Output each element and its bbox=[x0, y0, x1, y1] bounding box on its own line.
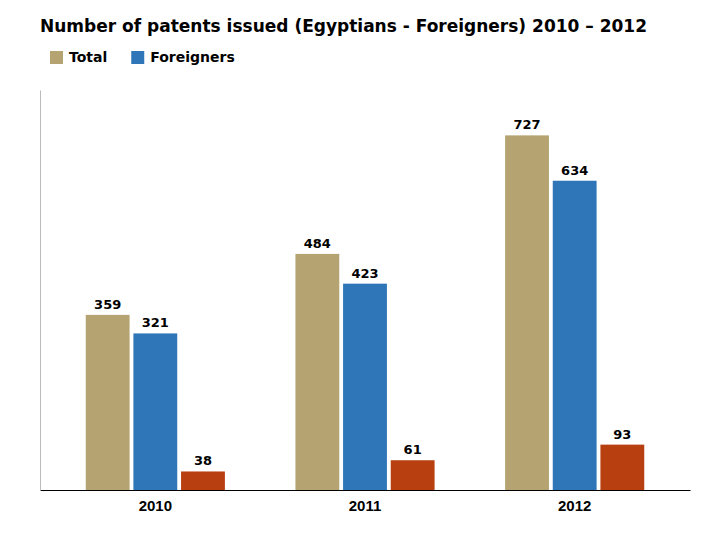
plot: 359 484 727 321 423 634 38 61 93 2010 2011 2012 Tota… bbox=[41, 49, 691, 514]
data-label: 61 bbox=[404, 442, 422, 457]
series bbox=[86, 135, 549, 490]
x-tick-label: 2010 bbox=[139, 497, 172, 514]
data-label: 93 bbox=[613, 427, 631, 442]
legend-item: Total bbox=[50, 49, 107, 65]
data-label: 321 bbox=[142, 315, 169, 330]
legend-label: Total bbox=[69, 49, 107, 65]
bar bbox=[391, 460, 435, 490]
data-label: 484 bbox=[304, 236, 331, 251]
data-label: 634 bbox=[561, 163, 588, 178]
data-label: 38 bbox=[194, 453, 212, 468]
legend-swatch bbox=[50, 51, 63, 64]
x-axis-line bbox=[41, 490, 691, 491]
x-axis: 2010 2011 2012 bbox=[41, 490, 691, 514]
bars bbox=[86, 135, 645, 490]
bar bbox=[553, 181, 597, 490]
title: Number of patents issued (Egyptians - Fo… bbox=[40, 16, 647, 36]
series bbox=[133, 181, 596, 490]
x-tick: 2012 bbox=[558, 490, 591, 514]
bar bbox=[295, 254, 339, 490]
data-label: 423 bbox=[351, 266, 378, 281]
bar bbox=[505, 135, 549, 490]
legend-item: Foreigners bbox=[131, 49, 235, 65]
bar bbox=[600, 445, 644, 490]
bar bbox=[133, 333, 177, 490]
x-tick: 2010 bbox=[139, 490, 172, 514]
bar bbox=[86, 315, 130, 490]
bar bbox=[181, 471, 225, 490]
x-tick: 2011 bbox=[349, 490, 382, 514]
chart: Number of patents issued (Egyptians - Fo… bbox=[0, 0, 720, 540]
y-axis-line bbox=[40, 91, 41, 491]
data-label: 359 bbox=[94, 297, 121, 312]
legend-label: Foreigners bbox=[150, 49, 235, 65]
x-tick-label: 2011 bbox=[349, 497, 382, 514]
legend: Total Foreigners bbox=[50, 49, 235, 65]
data-labels: 359 484 727 321 423 634 38 61 93 bbox=[94, 117, 631, 468]
legend-swatch bbox=[131, 51, 144, 64]
y-axis bbox=[40, 91, 41, 491]
x-tick-label: 2012 bbox=[558, 497, 591, 514]
bar bbox=[343, 284, 387, 490]
data-label: 727 bbox=[513, 117, 540, 132]
